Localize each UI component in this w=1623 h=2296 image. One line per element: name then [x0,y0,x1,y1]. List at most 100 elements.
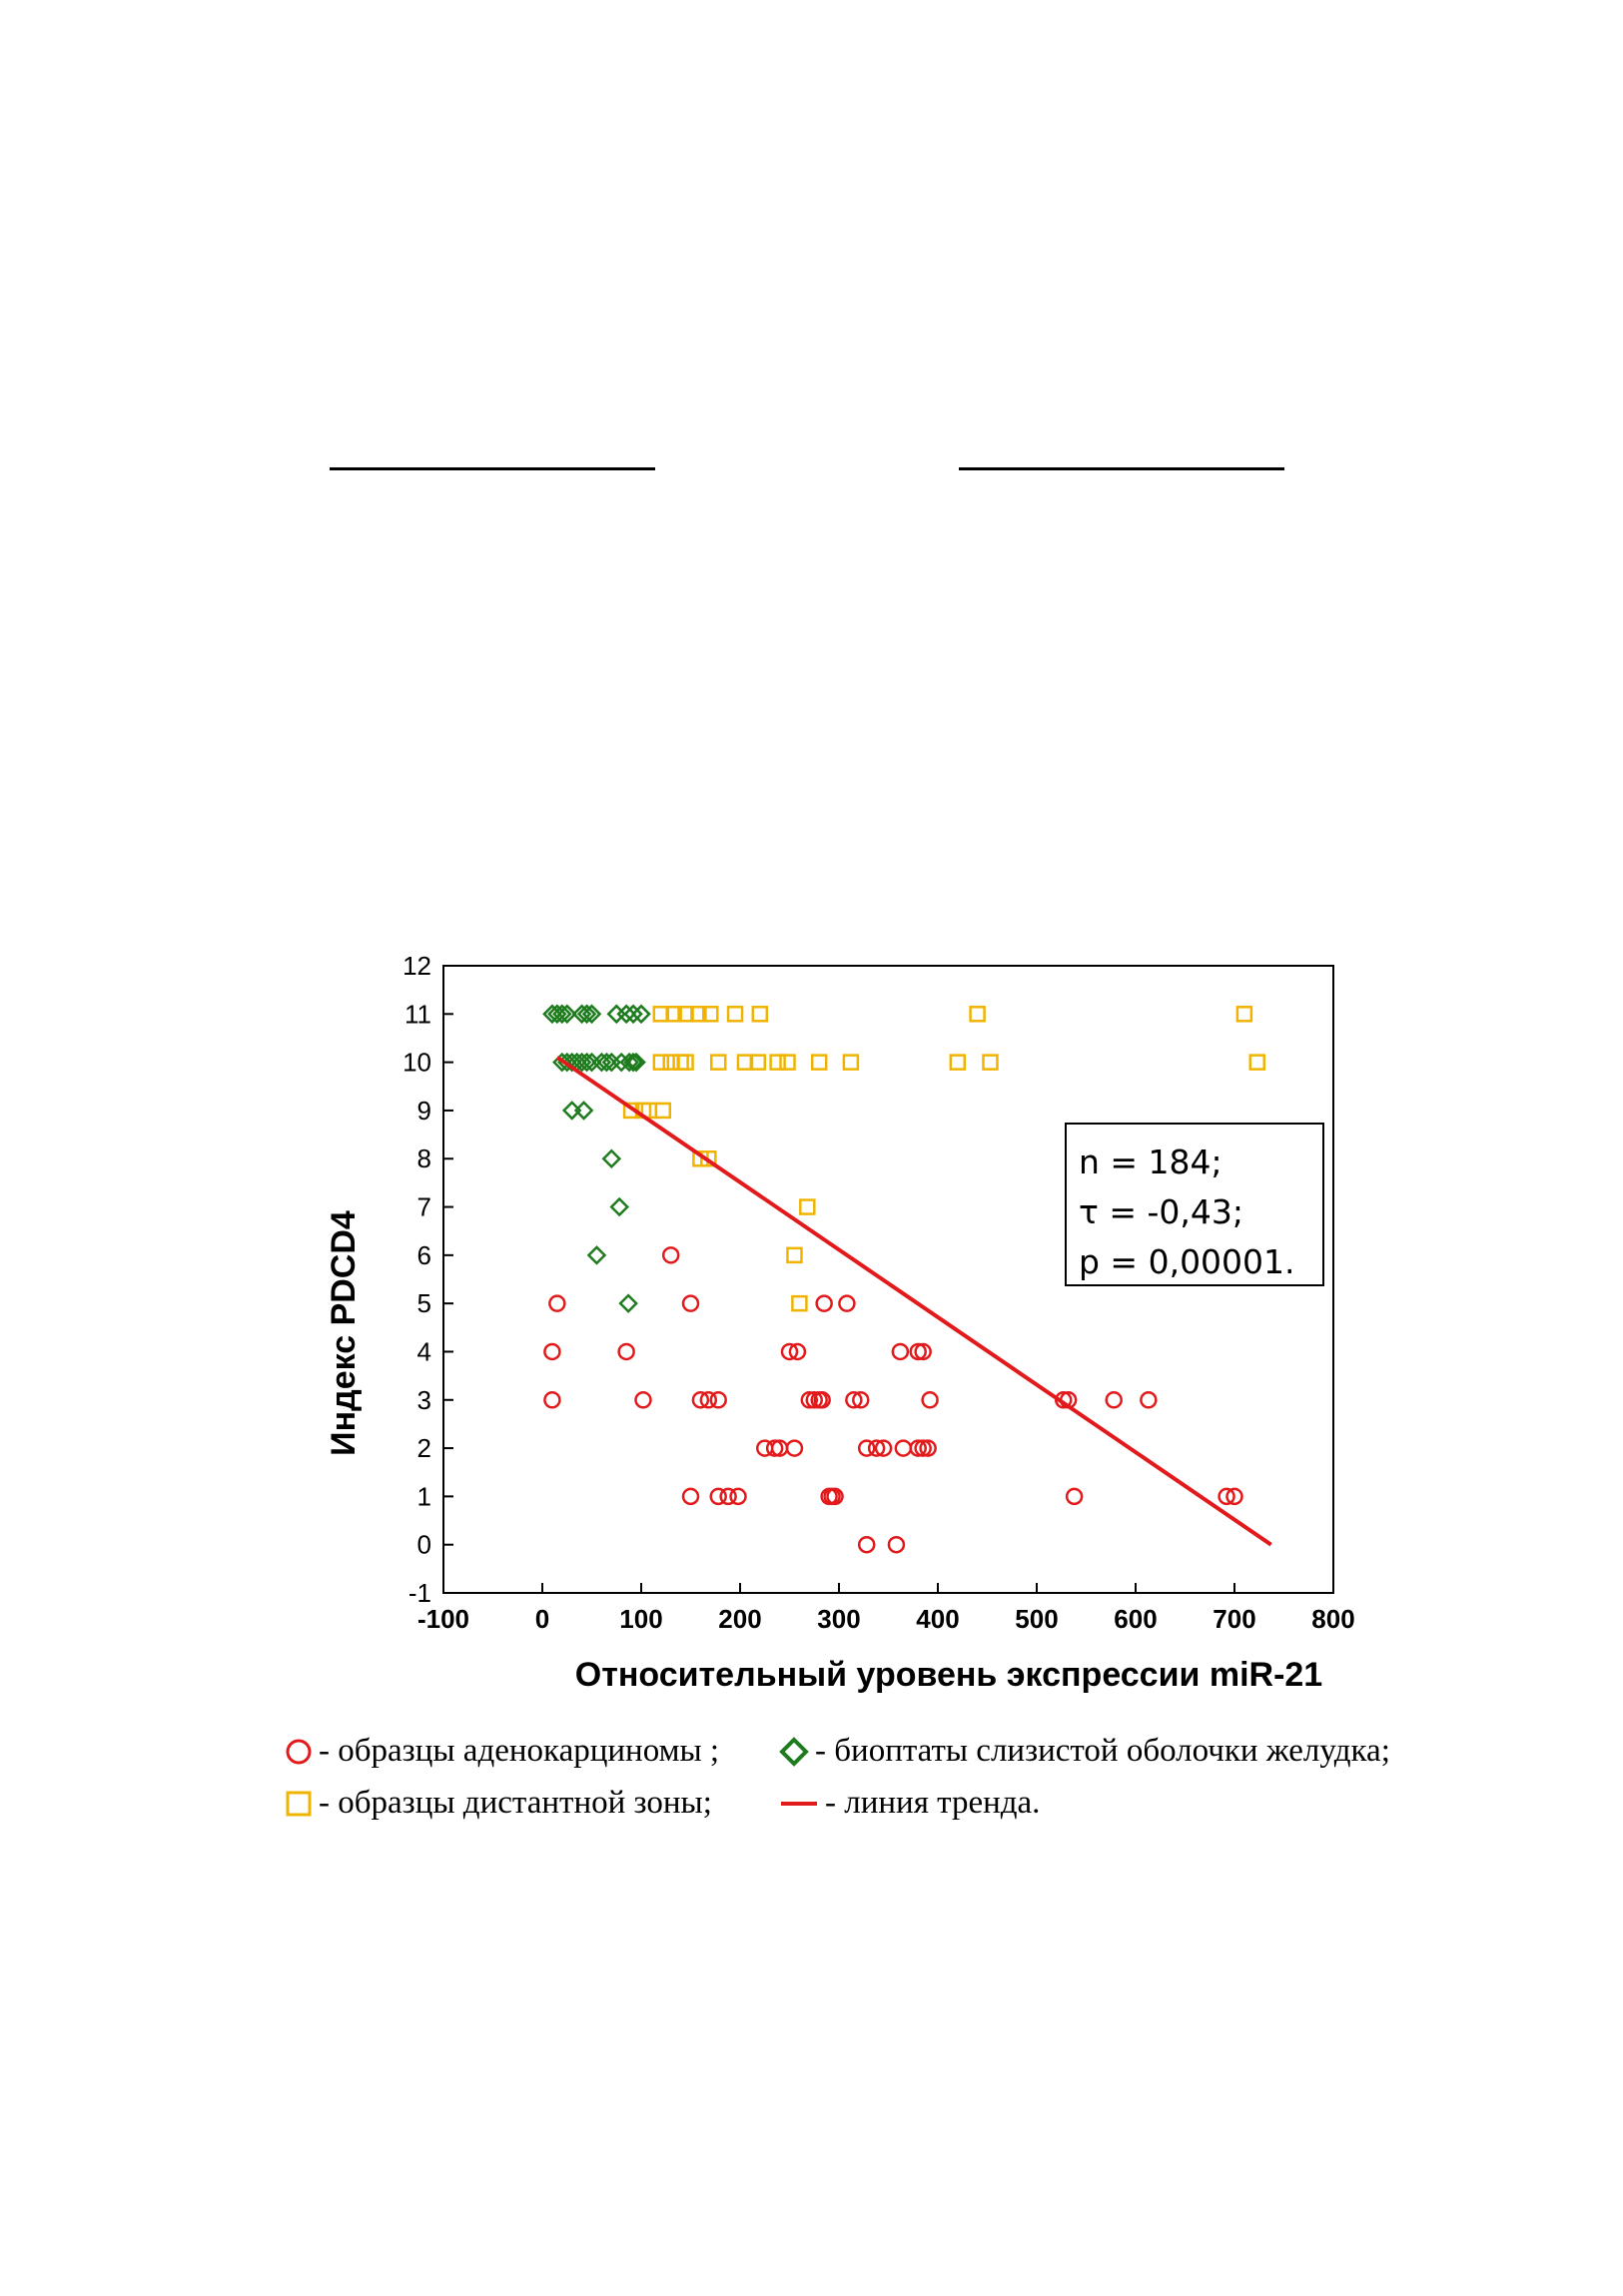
data-points [542,1004,1266,1554]
legend-label-distant: - образцы дистантной зоны; [319,1785,712,1821]
adenocarcinoma-point [852,1391,870,1409]
mucosa-point [616,1004,636,1025]
adenocarcinoma-point [691,1391,710,1409]
stats-p: p = 0,00001. [1079,1242,1295,1281]
adenocarcinoma-point [548,1294,566,1312]
adenocarcinoma-point [805,1391,823,1409]
distant-zone-point [700,1149,717,1167]
adenocarcinoma-point [921,1391,939,1409]
legend-label-mucosa: - биоптаты слизистой оболочки желудка; [815,1733,1390,1769]
distant-zone-point [672,1054,689,1071]
mucosa-point [581,1004,602,1025]
y-tick-label: 10 [403,1048,431,1078]
distant-zone-point [1248,1054,1266,1071]
y-tick-label: 12 [403,951,431,981]
mucosa-point [552,1004,572,1025]
distant-zone-point [842,1054,860,1071]
adenocarcinoma-point [788,1342,807,1361]
x-tick-label: -100 [417,1604,469,1634]
mucosa-point [631,1004,651,1025]
y-tick-label: 8 [417,1144,431,1173]
adenocarcinoma-point [681,1487,700,1506]
adenocarcinoma-point [887,1535,906,1554]
adenocarcinoma-point [785,1439,804,1457]
distant-zone-point [779,1054,796,1071]
adenocarcinoma-point [729,1487,747,1506]
legend-item-adenocarcinoma: - образцы аденокарциномы ; [285,1733,719,1770]
mucosa-point [606,1004,627,1025]
adenocarcinoma-point [914,1439,932,1457]
distant-zone-point [810,1054,828,1071]
adenocarcinoma-point [699,1391,718,1409]
distant-zone-point [751,1006,769,1023]
adenocarcinoma-point [914,1342,932,1361]
plot-frame [442,965,1334,1594]
legend-item-distant: - образцы дистантной зоны; [285,1785,712,1822]
decorative-rule-left [330,467,655,470]
distant-zone-point [799,1198,816,1215]
distant-zone-point [702,1006,719,1023]
adenocarcinoma-point [857,1535,876,1554]
distant-zone-point [662,1054,679,1071]
distant-zone-point [665,1006,682,1023]
adenocarcinoma-point [800,1391,819,1409]
y-tick-label: 11 [405,999,431,1029]
decorative-rule-right [959,467,1284,470]
x-tick-label: 400 [916,1604,959,1634]
mucosa-point [623,1004,643,1025]
distant-zone-point [791,1294,808,1312]
mucosa-point [586,1245,607,1265]
y-tick-label: 1 [417,1481,431,1511]
mucosa-point [626,1052,646,1073]
adenocarcinoma-point [845,1391,863,1409]
y-tick-label: 4 [417,1336,431,1366]
trend-line [555,1056,1272,1547]
adenocarcinoma-point [909,1342,927,1361]
distant-zone-point [982,1054,999,1071]
mucosa-point [609,1196,629,1217]
x-axis-title: Относительный уровень экспрессии miR-21 [575,1656,1322,1694]
mucosa-point [618,1293,638,1313]
circle-icon [286,1739,312,1764]
adenocarcinoma-point [681,1294,700,1312]
adenocarcinoma-point [661,1246,680,1264]
adenocarcinoma-point [1217,1487,1235,1506]
distant-zone-point [769,1054,786,1071]
y-axis-title: Индекс PDCD4 [325,1210,363,1456]
adenocarcinoma-point [815,1294,833,1312]
distant-zone-point [709,1054,727,1071]
diamond-icon [779,1736,809,1767]
adenocarcinoma-point [543,1391,561,1409]
adenocarcinoma-point [826,1487,844,1506]
legend-label-adenocarcinoma: - образцы аденокарциномы ; [319,1733,720,1769]
adenocarcinoma-point [1140,1391,1158,1409]
adenocarcinoma-point [780,1342,799,1361]
adenocarcinoma-point [894,1439,913,1457]
mucosa-point [576,1052,597,1073]
square-icon [286,1791,312,1816]
mucosa-point [556,1004,577,1025]
distant-zone-point [652,1054,670,1071]
adenocarcinoma-point [909,1439,927,1457]
adenocarcinoma-point [543,1342,561,1361]
adenocarcinoma-point [709,1391,727,1409]
mucosa-point [619,1052,639,1073]
y-tick-label: 0 [417,1530,431,1560]
distant-zone-point [969,1006,986,1023]
stats-box-frame [1065,1123,1324,1286]
adenocarcinoma-point [891,1342,910,1361]
adenocarcinoma-point [709,1487,727,1506]
stats-tau: τ = -0,43; [1079,1192,1243,1231]
x-axis: -100 0 100 200 300 400 500 600 700 800 [417,1583,1355,1634]
distant-zone-point [690,1006,707,1023]
mucosa-point [623,1052,643,1073]
distant-zone-point [749,1054,767,1071]
adenocarcinoma-point [919,1439,937,1457]
adenocarcinoma-point [857,1439,876,1457]
adenocarcinoma-point [813,1391,831,1409]
x-tick-label: 700 [1213,1604,1255,1634]
x-tick-label: 0 [535,1604,549,1634]
mucosa-point [596,1052,617,1073]
adenocarcinoma-point [838,1294,856,1312]
